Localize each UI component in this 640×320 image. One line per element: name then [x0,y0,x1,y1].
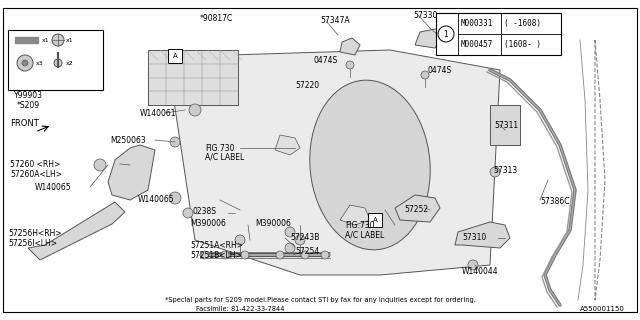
Polygon shape [108,145,155,200]
Text: 0238S: 0238S [192,207,216,217]
Circle shape [235,235,245,245]
Text: M250063: M250063 [110,135,146,145]
Text: W140044: W140044 [462,268,499,276]
Circle shape [276,251,284,259]
Text: Y99903: Y99903 [14,91,43,100]
Text: 57310: 57310 [462,234,486,243]
Circle shape [285,227,295,237]
Circle shape [301,251,309,259]
Circle shape [421,71,429,79]
Polygon shape [395,195,440,222]
Text: 57251B<LH>: 57251B<LH> [190,251,242,260]
Bar [8,30,103,90]
Text: 57311: 57311 [494,121,518,130]
Ellipse shape [310,80,430,250]
Text: A: A [372,217,378,223]
Text: W140065: W140065 [138,196,175,204]
Circle shape [490,167,500,177]
Text: FIG.730: FIG.730 [205,143,234,153]
Circle shape [201,251,209,259]
Circle shape [221,251,229,259]
Circle shape [285,243,295,253]
Text: 57251A<RH>: 57251A<RH> [190,241,243,250]
Circle shape [346,61,354,69]
Text: FRONT: FRONT [10,118,39,127]
Circle shape [183,208,193,218]
Text: A550001150: A550001150 [580,306,625,312]
Text: 57260 <RH>: 57260 <RH> [10,159,60,169]
Text: 57256I<LH>: 57256I<LH> [8,238,57,247]
Polygon shape [340,38,360,55]
Text: x1: x1 [66,37,74,43]
Circle shape [241,251,249,259]
Text: 0474S: 0474S [427,66,451,75]
Bar [490,105,520,145]
Circle shape [52,34,64,46]
Polygon shape [415,28,445,48]
Polygon shape [275,135,300,155]
Text: 57254: 57254 [295,247,319,257]
Circle shape [170,137,180,147]
Text: 57220: 57220 [295,81,319,90]
Text: 57313: 57313 [493,165,517,174]
Text: (1608- ): (1608- ) [504,40,541,49]
Text: ( -1608): ( -1608) [504,19,541,28]
Text: M000331: M000331 [461,19,493,28]
Circle shape [22,60,28,66]
Text: 1: 1 [444,29,449,38]
Bar [148,50,238,105]
Text: *90817C: *90817C [200,13,233,22]
Text: 57330: 57330 [413,11,437,20]
Circle shape [295,235,305,245]
Circle shape [189,104,201,116]
Text: A/C LABEL: A/C LABEL [345,230,384,239]
Text: x3: x3 [36,60,44,66]
Text: *Special parts for S209 model.Please contact STI by fax for any inquiries except: *Special parts for S209 model.Please con… [164,297,476,303]
Bar [368,213,382,227]
Text: x2: x2 [66,60,74,66]
Text: 57347A: 57347A [320,15,349,25]
Text: W140061: W140061 [140,108,177,117]
Polygon shape [340,205,370,225]
Polygon shape [170,50,500,275]
Polygon shape [455,222,510,248]
Text: 57260A<LH>: 57260A<LH> [10,170,62,179]
Text: Facsimile: 81-422-33-7844: Facsimile: 81-422-33-7844 [196,306,284,312]
Text: W140065: W140065 [35,182,72,191]
Text: 57386C: 57386C [540,197,570,206]
Text: A/C LABEL: A/C LABEL [205,153,244,162]
Text: A: A [173,53,177,59]
Polygon shape [28,202,125,260]
Text: 57243B: 57243B [290,234,319,243]
Circle shape [54,59,62,67]
Circle shape [468,260,478,270]
Polygon shape [15,37,38,43]
Bar [168,49,182,63]
Text: *S209: *S209 [17,100,40,109]
Text: M390006: M390006 [255,219,291,228]
Text: M000457: M000457 [461,40,493,49]
Circle shape [17,55,33,71]
Text: 0474S: 0474S [313,55,337,65]
Text: x1: x1 [42,37,50,43]
Circle shape [94,159,106,171]
Text: M390006: M390006 [190,219,226,228]
Bar [436,13,561,55]
Text: 57256H<RH>: 57256H<RH> [8,228,61,237]
Circle shape [321,251,329,259]
Text: 57252: 57252 [404,205,428,214]
Circle shape [438,26,454,42]
Circle shape [169,192,181,204]
Text: FIG.730: FIG.730 [345,220,374,229]
